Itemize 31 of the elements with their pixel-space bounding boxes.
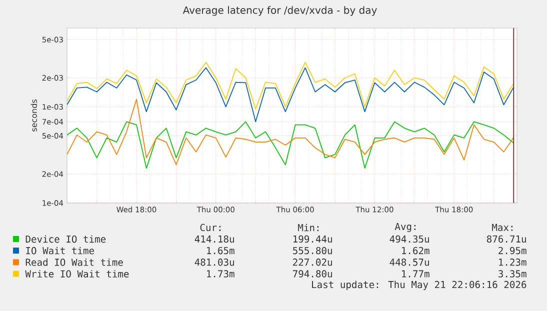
text: 555.80u — [293, 246, 332, 254]
text: 3.35m — [498, 270, 526, 278]
line-series — [67, 62, 514, 110]
line-series — [67, 121, 514, 169]
text: 1.73m — [207, 270, 234, 278]
line-series — [67, 98, 514, 166]
text: 481.03u — [194, 258, 234, 266]
text: 199.44u — [294, 235, 332, 243]
legend-label: Device IO time — [26, 235, 106, 243]
text: 227.02u — [293, 258, 332, 266]
legend-label: Read IO Wait time — [26, 258, 123, 266]
text: 1.23m — [499, 258, 526, 266]
text: 448.57u — [390, 258, 429, 266]
text: 794.80u — [293, 270, 332, 278]
text: 876.71u — [486, 235, 526, 243]
text: Max: — [492, 224, 512, 232]
text: 494.35u — [390, 235, 429, 243]
chart-title: Average latency for /dev/xvda - by day — [182, 6, 377, 16]
text: 414.18u — [194, 235, 234, 243]
text: 1.62m — [402, 246, 430, 254]
text: 2.95m — [498, 246, 526, 254]
text: Last update: Thu May 21 22:06:16 2026 — [312, 280, 526, 290]
line-series — [67, 67, 514, 122]
legend-label: IO Wait time — [26, 246, 94, 254]
text: Cur: — [200, 224, 220, 232]
text: Avg: — [394, 222, 416, 232]
text: Min: — [298, 224, 318, 232]
text: 1.77m — [402, 270, 430, 278]
legend-label: Write IO Wait time — [25, 270, 129, 278]
text: 1.65m — [207, 246, 234, 254]
y-axis-title: seconds — [30, 100, 37, 132]
